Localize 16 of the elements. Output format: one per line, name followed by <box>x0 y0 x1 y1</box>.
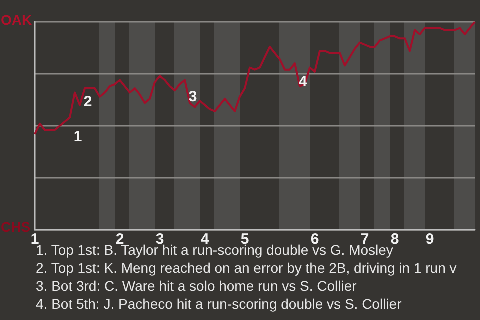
annotation: 3 <box>188 88 198 106</box>
annotation: 1 <box>74 128 82 146</box>
x-tick-label: 8 <box>390 231 400 248</box>
annotation: 4 <box>298 74 308 90</box>
x-tick-label: 2 <box>116 231 124 248</box>
text: 3. Bot 3rd: C. Ware hit a solo home run vs S. Collier <box>36 278 358 294</box>
x-tick-label: 7 <box>360 231 370 248</box>
text: OAK <box>1 12 32 28</box>
annotation: 2 <box>84 94 92 110</box>
x-tick-label: 3 <box>156 231 164 248</box>
x-tick-label: 4 <box>200 231 210 248</box>
x-tick-label: 9 <box>426 231 434 248</box>
text: CHS <box>1 219 31 235</box>
text: 2. Top 1st: K. Meng reached on an error by the 2B, driving in 1 run v <box>36 260 457 276</box>
text: 4. Bot 5th: J. Pacheco hit a run-scoring double vs S. Collier <box>36 296 402 312</box>
x-tick-label: 6 <box>310 231 320 248</box>
